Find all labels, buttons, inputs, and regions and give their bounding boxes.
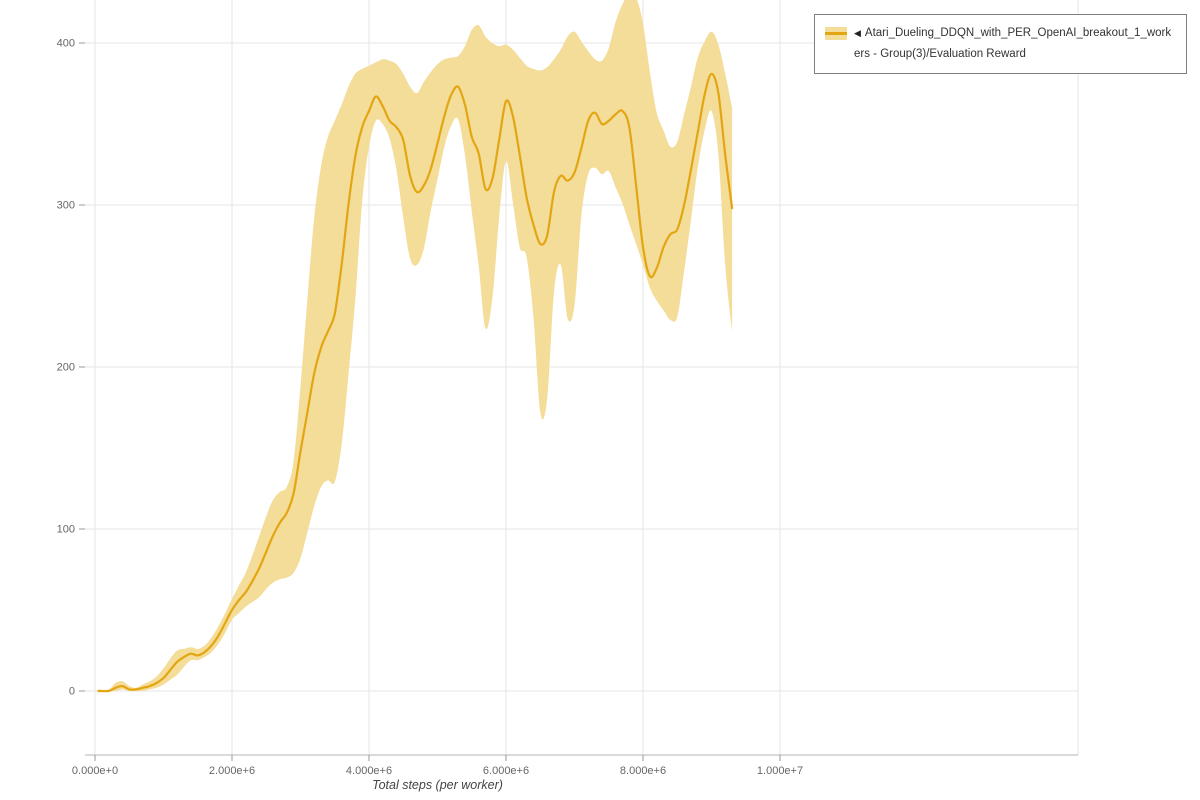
x-tick-label: 2.000e+6	[209, 765, 255, 777]
y-tick-label: 200	[57, 362, 75, 374]
legend-entry: ◀ Atari_Dueling_DDQN_with_PER_OpenAI_brea…	[854, 23, 1176, 65]
legend-series-label: Atari_Dueling_DDQN_with_PER_OpenAI_break…	[854, 27, 1172, 60]
confidence-band	[98, 0, 733, 692]
y-tick-label: 400	[57, 38, 75, 50]
y-axis: 0 100 200 300 400	[57, 38, 85, 698]
y-tick-label: 100	[57, 524, 75, 536]
legend[interactable]: ◀ Atari_Dueling_DDQN_with_PER_OpenAI_brea…	[814, 14, 1187, 74]
legend-collapse-icon[interactable]: ◀	[854, 28, 861, 38]
legend-swatch-icon	[825, 27, 847, 48]
x-axis: 0.000e+0 2.000e+6 4.000e+6 6.000e+6 8.000e+6…	[72, 754, 1078, 777]
legend-swatch-line	[825, 32, 847, 35]
x-tick-label: 0.000e+0	[72, 765, 118, 777]
mean-line	[97, 72, 734, 693]
x-axis-title: Total steps (per worker)	[372, 778, 503, 792]
x-tick-label: 1.000e+7	[757, 765, 803, 777]
x-tick-label: 4.000e+6	[346, 765, 392, 777]
y-tick-label: 0	[69, 686, 75, 698]
y-tick-label: 300	[57, 200, 75, 212]
x-tick-label: 6.000e+6	[483, 765, 529, 777]
x-tick-label: 8.000e+6	[620, 765, 666, 777]
